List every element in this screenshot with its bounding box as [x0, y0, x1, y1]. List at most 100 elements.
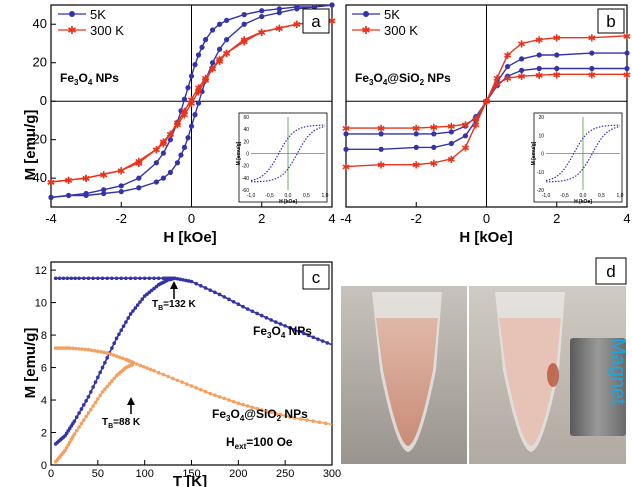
- y-axis-label: M [emu/g]: [22, 110, 39, 181]
- mt-data-point: [74, 415, 79, 419]
- mt-data-point: [185, 382, 189, 386]
- panel-letter-box: [302, 8, 330, 34]
- data-point-5k: [462, 133, 469, 139]
- data-point-300k: ✱: [293, 20, 301, 31]
- inset-x-tick-label: -0,5: [265, 193, 274, 199]
- data-point-5k: [188, 123, 195, 129]
- mt-data-point: [71, 346, 75, 351]
- data-point-5k: [167, 137, 174, 143]
- legend-label-300k: 300 K: [384, 23, 418, 38]
- data-point-300k: ✱: [166, 130, 174, 141]
- mt-data-point: [98, 370, 102, 375]
- mt-data-point: [105, 356, 109, 360]
- mt-data-point: [288, 415, 292, 419]
- cleared-liquid: [499, 318, 561, 446]
- mt-data-point: [105, 351, 109, 355]
- mt-data-point: [72, 419, 77, 423]
- data-point-5k: [413, 144, 419, 150]
- x-tick-label: 4: [623, 211, 630, 226]
- mt-data-point: [105, 384, 109, 389]
- data-point-5k: [188, 73, 195, 79]
- panel-letter: a: [311, 12, 321, 31]
- mt-data-point: [255, 406, 259, 411]
- data-point-300k: ✱: [472, 115, 480, 126]
- data-point-5k: [413, 131, 419, 137]
- mt-data-point: [302, 331, 306, 336]
- mt-data-point: [77, 276, 81, 281]
- mt-data-point: [148, 367, 153, 372]
- data-point-300k: ✱: [377, 161, 385, 172]
- legend-marker-5k: [363, 11, 369, 17]
- data-point-300k: ✱: [64, 176, 72, 187]
- mt-data-point: [114, 354, 119, 358]
- mt-data-point: [320, 339, 325, 343]
- data-point-5k: [259, 8, 265, 14]
- data-point-5k: [181, 144, 188, 150]
- mt-data-point: [142, 276, 147, 281]
- mt-data-point: [86, 411, 91, 415]
- data-point-300k: ✱: [152, 145, 160, 156]
- data-point-300k: ✱: [503, 74, 511, 85]
- mt-data-point: [306, 333, 311, 338]
- tb-132-label: TB=132 K: [152, 299, 196, 312]
- mt-data-point: [311, 419, 316, 423]
- mt-data-point: [81, 403, 86, 407]
- mt-data-point: [112, 376, 117, 381]
- mt-data-point: [145, 366, 149, 370]
- mt-data-point: [133, 306, 138, 310]
- mt-data-point: [217, 394, 222, 399]
- tb-132-arrow: [170, 281, 178, 299]
- mt-data-point: [227, 297, 231, 302]
- data-point-300k: ✱: [222, 49, 230, 60]
- mt-data-point: [71, 435, 75, 439]
- mt-data-point: [231, 399, 236, 404]
- data-point-300k: ✱: [194, 88, 202, 99]
- mt-data-point: [283, 324, 287, 328]
- mt-data-point: [203, 389, 208, 394]
- mt-data-point: [91, 385, 95, 389]
- mt-data-point: [80, 347, 85, 351]
- mt-data-point: [152, 276, 156, 281]
- data-point-300k: ✱: [535, 71, 543, 82]
- data-point-5k: [153, 160, 159, 166]
- data-point-300k: ✱: [82, 174, 90, 185]
- data-point-300k: ✱: [553, 34, 561, 45]
- data-point-300k: ✱: [258, 28, 266, 39]
- data-point-5k: [118, 183, 124, 189]
- mt-data-point: [274, 320, 278, 324]
- mt-data-point: [107, 382, 112, 386]
- inset-x-tick-label: 0,0: [285, 193, 292, 199]
- data-point-300k: ✱: [99, 170, 107, 181]
- legend: 5K ✱ 300 K: [352, 7, 418, 38]
- data-point-300k: ✱: [159, 140, 167, 151]
- mt-data-point: [100, 390, 105, 394]
- inset-hysteresis-curve: [546, 125, 621, 183]
- mt-data-point: [156, 370, 161, 375]
- data-point-5k: [178, 152, 184, 158]
- mt-data-point: [128, 312, 133, 316]
- mt-data-point: [126, 316, 131, 320]
- mt-data-point: [119, 328, 124, 333]
- data-point-5k: [589, 65, 595, 72]
- data-point-5k: [192, 62, 198, 68]
- inset-y-tick-label: 40: [243, 127, 249, 133]
- inset-x-tick-label: -1,0: [542, 193, 551, 199]
- data-point-300k: ✱: [472, 120, 480, 131]
- data-point-300k: ✱: [430, 123, 438, 134]
- data-point-300k: ✱: [135, 157, 143, 168]
- panel-c: 0 50 100 150 200 250 300 0 2 4 6 8 10 12 M [emu/g] T …: [22, 261, 341, 487]
- data-point-5k: [276, 6, 282, 12]
- y-tick-label: 2: [41, 428, 47, 440]
- mt-data-point: [67, 440, 72, 445]
- mt-data-point: [278, 322, 283, 326]
- mt-data-point: [86, 276, 91, 281]
- mt-data-point: [119, 276, 124, 281]
- mt-data-point: [292, 327, 297, 332]
- mt-data-point: [84, 399, 88, 403]
- mt-data-point: [63, 448, 67, 453]
- mt-data-point: [141, 364, 146, 369]
- mt-data-point: [93, 400, 98, 405]
- data-point-300k: ✱: [258, 28, 266, 39]
- mt-data-point: [305, 418, 309, 422]
